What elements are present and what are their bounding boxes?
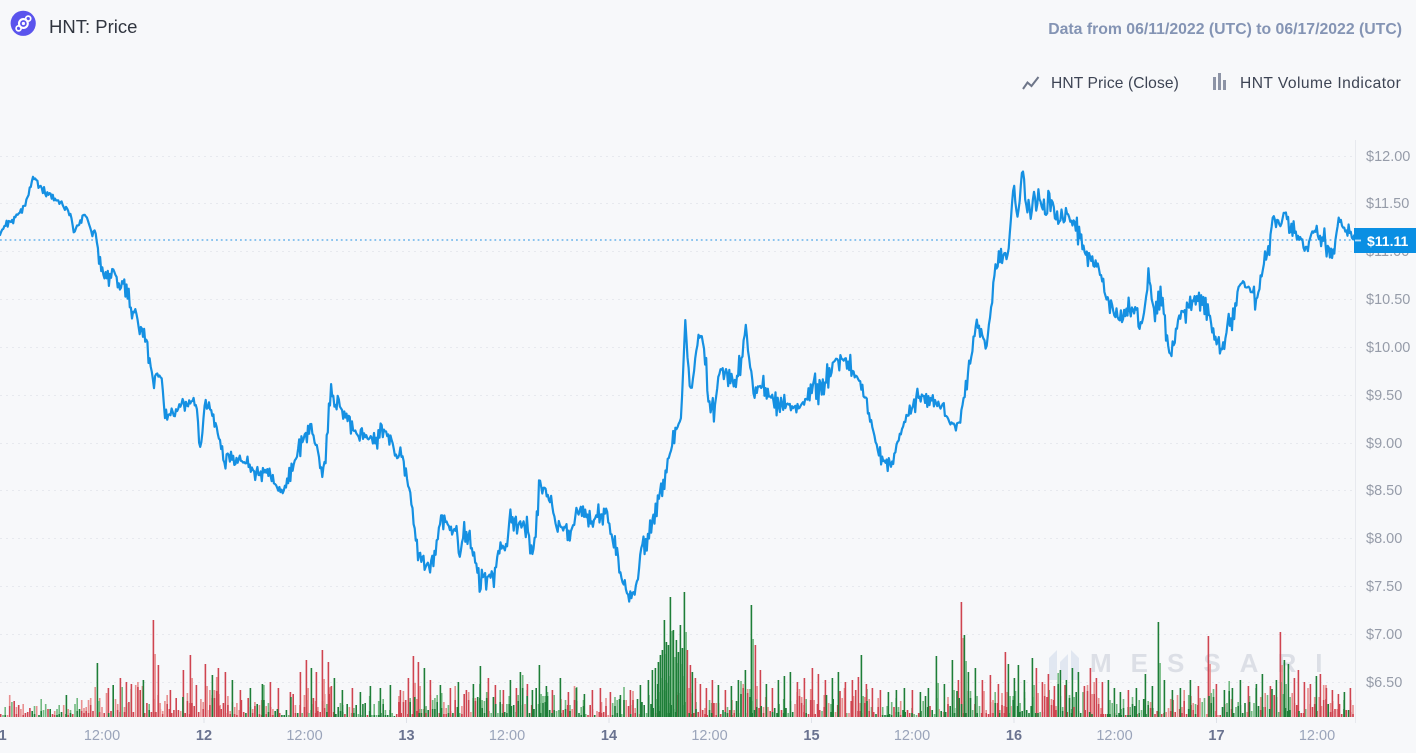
svg-text:MESSARI: MESSARI	[1090, 648, 1341, 678]
svg-text:17: 17	[1208, 728, 1224, 744]
svg-text:HNT Volume Indicator: HNT Volume Indicator	[1240, 75, 1401, 92]
svg-text:13: 13	[398, 728, 414, 744]
svg-text:12:00: 12:00	[1096, 728, 1132, 744]
svg-text:$12.00: $12.00	[1366, 149, 1410, 165]
svg-text:$6.50: $6.50	[1366, 675, 1402, 691]
svg-text:HNT: Price: HNT: Price	[49, 16, 137, 37]
svg-text:$8.50: $8.50	[1366, 483, 1402, 499]
svg-text:16: 16	[1006, 728, 1022, 744]
svg-text:HNT Price (Close): HNT Price (Close)	[1051, 75, 1179, 92]
svg-text:Data from 06/11/2022 (UTC) to: Data from 06/11/2022 (UTC) to 06/17/2022…	[1048, 21, 1402, 38]
svg-text:11: 11	[0, 728, 7, 744]
svg-text:14: 14	[601, 728, 617, 744]
svg-text:$8.00: $8.00	[1366, 531, 1402, 547]
svg-text:$11.50: $11.50	[1366, 196, 1409, 212]
svg-text:12:00: 12:00	[1299, 728, 1335, 744]
svg-text:$7.00: $7.00	[1366, 627, 1402, 643]
svg-text:$9.50: $9.50	[1366, 388, 1402, 404]
svg-text:12:00: 12:00	[489, 728, 525, 744]
svg-text:$11.11: $11.11	[1367, 233, 1408, 249]
svg-text:$9.00: $9.00	[1366, 436, 1402, 452]
svg-text:12:00: 12:00	[894, 728, 930, 744]
svg-text:12: 12	[196, 728, 212, 744]
svg-text:12:00: 12:00	[691, 728, 727, 744]
svg-text:12:00: 12:00	[286, 728, 322, 744]
svg-text:$10.00: $10.00	[1366, 340, 1410, 356]
svg-text:15: 15	[803, 728, 819, 744]
svg-text:$10.50: $10.50	[1366, 292, 1410, 308]
svg-text:12:00: 12:00	[84, 728, 120, 744]
svg-text:$7.50: $7.50	[1366, 579, 1402, 595]
